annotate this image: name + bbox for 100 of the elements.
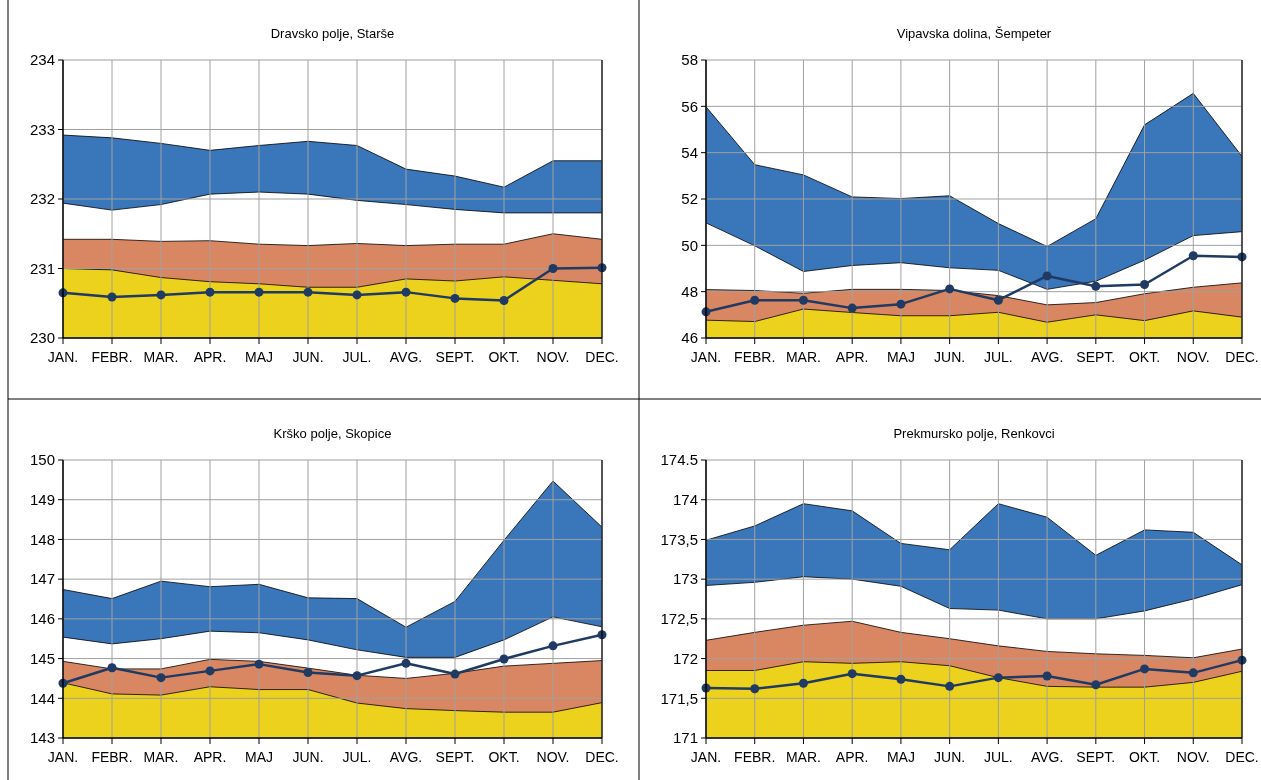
point xyxy=(896,674,906,684)
x-tick-label: JAN. xyxy=(47,349,79,365)
x-tick-label: AVG. xyxy=(389,749,423,765)
x-tick-label: JUN. xyxy=(292,749,324,765)
y-tick-label: 172 xyxy=(672,649,698,667)
x-tick-label: SEPT. xyxy=(435,749,475,765)
chart-title: Vipavska dolina, Šempeter xyxy=(896,26,1052,41)
x-tick-label: JAN. xyxy=(47,749,79,765)
x-tick-label: APR. xyxy=(193,349,227,365)
point xyxy=(303,287,313,297)
y-tick-label: 46 xyxy=(681,329,698,347)
x-tick-label: APR. xyxy=(193,749,227,765)
x-tick-label: AVG. xyxy=(1030,749,1064,765)
point xyxy=(401,287,411,297)
point xyxy=(750,684,760,694)
x-tick-label: MAJ xyxy=(245,349,273,365)
point xyxy=(847,669,857,679)
y-tick-label: 174 xyxy=(672,490,698,508)
chart-title: Prekmursko polje, Renkovci xyxy=(893,426,1055,441)
point xyxy=(1188,668,1198,678)
point xyxy=(945,284,955,294)
point xyxy=(1140,279,1150,289)
y-tick-label: 50 xyxy=(681,236,698,254)
y-tick-label: 174.5 xyxy=(660,451,698,469)
point xyxy=(450,669,460,679)
x-tick-label: NOV. xyxy=(1176,349,1210,365)
x-tick-label: NOV. xyxy=(536,749,570,765)
x-tick-label: JUL. xyxy=(342,349,372,365)
x-tick-label: DEC. xyxy=(1225,749,1259,765)
x-tick-label: JUN. xyxy=(934,349,966,365)
x-tick-label: JUL. xyxy=(983,349,1013,365)
point xyxy=(156,673,166,683)
point xyxy=(499,295,509,305)
point xyxy=(1091,281,1101,291)
x-tick-label: APR. xyxy=(835,349,869,365)
point xyxy=(1091,680,1101,690)
point xyxy=(254,659,264,669)
y-tick-label: 230 xyxy=(29,329,55,347)
y-tick-label: 233 xyxy=(29,120,55,138)
point xyxy=(1188,251,1198,261)
point xyxy=(945,681,955,691)
y-tick-label: 143 xyxy=(29,729,55,747)
x-tick-label: JUL. xyxy=(983,749,1013,765)
x-tick-label: JAN. xyxy=(690,349,722,365)
point xyxy=(1140,664,1150,674)
y-tick-label: 52 xyxy=(681,190,698,208)
x-tick-label: MAR. xyxy=(143,349,179,365)
point xyxy=(993,295,1003,305)
x-tick-label: MAJ xyxy=(886,749,915,765)
y-tick-label: 149 xyxy=(29,490,55,508)
point xyxy=(548,641,558,651)
x-tick-label: OKT. xyxy=(488,349,520,365)
x-tick-label: OKT. xyxy=(488,749,520,765)
y-tick-label: 150 xyxy=(29,451,55,469)
x-tick-label: DEC. xyxy=(585,749,619,765)
point xyxy=(993,673,1003,683)
y-tick-label: 146 xyxy=(29,610,55,628)
x-tick-label: MAJ xyxy=(886,349,915,365)
y-tick-label: 231 xyxy=(29,259,55,277)
point xyxy=(401,658,411,668)
y-tick-label: 172,5 xyxy=(660,610,698,628)
point xyxy=(352,290,362,300)
point xyxy=(352,671,362,681)
point xyxy=(847,303,857,313)
x-tick-label: JUN. xyxy=(292,349,324,365)
x-tick-label: MAR. xyxy=(785,349,821,365)
point xyxy=(1042,671,1052,681)
point xyxy=(107,663,117,673)
x-tick-label: FEBR. xyxy=(91,749,133,765)
x-tick-label: JUN. xyxy=(934,749,966,765)
chart-title: Krško polje, Skopice xyxy=(273,426,392,441)
y-tick-label: 232 xyxy=(29,190,55,208)
chart-title: Dravsko polje, Starše xyxy=(270,26,395,41)
y-tick-label: 147 xyxy=(29,570,55,588)
point xyxy=(205,287,215,297)
x-tick-label: MAR. xyxy=(785,749,821,765)
point xyxy=(303,667,313,677)
x-tick-label: AVG. xyxy=(1030,349,1064,365)
y-tick-label: 148 xyxy=(29,530,55,548)
y-tick-label: 58 xyxy=(681,51,698,69)
x-tick-label: AVG. xyxy=(389,349,423,365)
y-tick-label: 144 xyxy=(29,689,55,707)
x-tick-label: FEBR. xyxy=(734,749,776,765)
point xyxy=(499,654,509,664)
x-tick-label: DEC. xyxy=(1225,349,1259,365)
x-tick-label: NOV. xyxy=(1176,749,1210,765)
point xyxy=(548,264,558,273)
y-tick-label: 56 xyxy=(681,97,698,115)
point xyxy=(205,666,215,676)
x-tick-label: SEPT. xyxy=(435,349,475,365)
point xyxy=(107,292,117,302)
y-tick-label: 173 xyxy=(672,570,698,588)
x-tick-label: NOV. xyxy=(536,349,570,365)
point xyxy=(798,678,808,688)
x-tick-label: FEBR. xyxy=(734,349,776,365)
y-tick-label: 48 xyxy=(681,282,698,300)
point xyxy=(156,290,166,300)
y-tick-label: 171,5 xyxy=(660,689,698,707)
x-tick-label: MAJ xyxy=(245,749,273,765)
y-tick-label: 145 xyxy=(29,649,55,667)
